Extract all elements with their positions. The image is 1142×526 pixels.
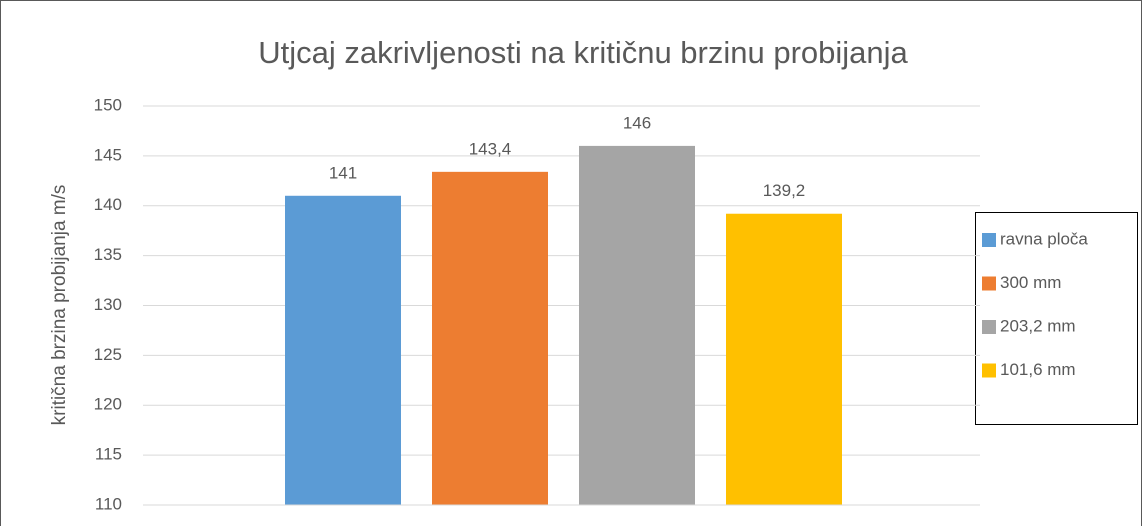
y-tick-label: 145 [94,145,122,164]
chart-title: Utjcaj zakrivljenosti na kritičnu brzinu… [258,35,908,70]
legend-label: 203,2 mm [1000,316,1076,335]
bar [726,213,842,506]
y-tick-label: 125 [94,345,122,364]
data-label: 139,2 [763,181,806,200]
legend-swatch [982,320,996,334]
y-tick-label: 140 [94,195,122,214]
legend-label: ravna ploča [1000,229,1088,248]
legend-box [975,212,1138,425]
bar [432,171,548,505]
legend-swatch [982,276,996,291]
y-tick-label: 115 [95,445,122,464]
y-tick-label: 150 [94,95,122,114]
bar [285,195,401,505]
y-tick-label: 135 [94,245,122,264]
y-tick-label: 120 [94,395,122,414]
data-label: 146 [623,113,651,132]
legend-swatch [982,363,996,378]
y-axis-label: kritična brzina probijanja m/s [49,185,70,426]
legend-label: 101,6 mm [1000,360,1076,379]
legend-swatch [982,233,996,247]
data-label: 143,4 [469,139,512,158]
y-tick-label: 130 [94,295,122,314]
data-label: 141 [329,163,357,182]
y-tick-label: 110 [95,494,122,513]
bar [579,145,695,505]
legend-label: 300 mm [1000,273,1061,292]
